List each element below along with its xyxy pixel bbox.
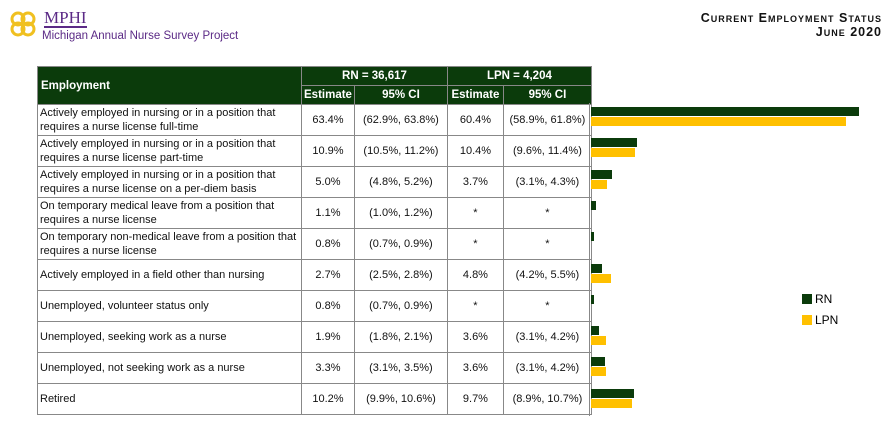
header-lpn-estimate: Estimate [446,85,504,105]
lpn-bar [591,148,635,158]
lpn-estimate: * [446,228,504,260]
rn-bar [591,200,596,210]
rn-ci: (2.5%, 2.8%) [353,259,448,291]
lpn-estimate: * [446,290,504,322]
rn-estimate: 3.3% [301,352,355,384]
rn-estimate: 0.8% [301,290,355,322]
lpn-ci: * [502,290,592,322]
lpn-ci: * [502,197,592,229]
employment-table: Employment RN = 36,617 LPN = 4,204 Estim… [37,66,592,415]
lpn-ci: (58.9%, 61.8%) [502,104,592,136]
rn-bar [591,326,600,336]
rn-estimate: 2.7% [301,259,355,291]
logo-subtitle: Michigan Annual Nurse Survey Project [42,30,239,42]
lpn-ci: (9.6%, 11.4%) [502,135,592,167]
lpn-estimate: 4.8% [446,259,504,291]
row-label: Retired [37,383,302,415]
rn-ci: (3.1%, 3.5%) [353,352,448,384]
lpn-estimate: * [446,197,504,229]
title-line1: Current Employment Status [700,11,882,25]
rn-bar [591,169,613,179]
logo-knot-icon [10,11,36,37]
rn-bar [591,138,638,148]
legend-swatch-lpn [802,314,812,325]
legend: RN LPN [802,288,838,330]
rn-ci: (1.0%, 1.2%) [353,197,448,229]
rn-bar [591,388,635,398]
rn-bar [591,263,603,273]
row-label: Unemployed, seeking work as a nurse [37,321,302,353]
rn-bar [591,357,605,367]
rn-ci: (9.9%, 10.6%) [353,383,448,415]
lpn-bar [591,367,607,377]
lpn-ci: (8.9%, 10.7%) [502,383,592,415]
header-lpn: LPN = 4,204 [446,66,592,86]
lpn-estimate: 9.7% [446,383,504,415]
rn-ci: (62.9%, 63.8%) [353,104,448,136]
header-employment: Employment [37,66,302,105]
row-label: Unemployed, volunteer status only [37,290,302,322]
lpn-bar [591,336,607,346]
rn-bar [591,294,595,304]
row-label: Actively employed in nursing or in a pos… [37,104,302,136]
rn-bar [591,232,595,242]
header-rn: RN = 36,617 [301,66,448,86]
table-row: Unemployed, seeking work as a nurse 1.9%(… [37,321,592,353]
table-row: Retired 10.2% (9.9%, 10.6%) 9.7% (8.9%, 10.7… [37,383,592,415]
header-lpn-ci: 95% CI [502,85,592,105]
row-label: On temporary non-medical leave from a po… [37,228,302,260]
table-row: Actively employed in a field other than … [37,259,592,291]
rn-bar [591,107,860,116]
lpn-ci: * [502,228,592,260]
lpn-ci: (4.2%, 5.5%) [502,259,592,291]
lpn-estimate: 3.6% [446,352,504,384]
header-rn-ci: 95% CI [353,85,448,105]
table-row: Actively employed in nursing or in a pos… [37,135,592,167]
legend-swatch-rn [802,293,812,304]
table-row: Actively employed in nursing or in a pos… [37,104,592,136]
rn-ci: (4.8%, 5.2%) [353,166,448,198]
table-row: On temporary non-medical leave from a po… [37,228,592,260]
legend-label-rn: RN [815,291,833,306]
lpn-ci: (3.1%, 4.2%) [502,352,592,384]
rn-estimate: 63.4% [301,104,355,136]
table-row: Unemployed, not seeking work as a nurse 3… [37,352,592,384]
lpn-bar [591,273,612,283]
table-row: On temporary medical leave from a positi… [37,197,592,229]
lpn-estimate: 3.6% [446,321,504,353]
rn-ci: (10.5%, 11.2%) [353,135,448,167]
table-row: Unemployed, volunteer status only 0.8% (0.… [37,290,592,322]
header-rn-estimate: Estimate [301,85,355,105]
legend-label-lpn: LPN [815,312,839,327]
row-label: On temporary medical leave from a positi… [37,197,302,229]
rn-ci: (0.7%, 0.9%) [353,228,448,260]
lpn-bar [591,179,607,189]
row-label: Unemployed, not seeking work as a nurse [37,352,302,384]
page-title: Current Employment Status June 2020 [701,11,882,39]
table-row: Actively employed in nursing or in a pos… [37,166,592,198]
title-line2: June 2020 [815,25,882,39]
row-label: Actively employed in a field other than … [37,259,302,291]
legend-item-rn: RN [802,288,838,309]
lpn-estimate: 10.4% [446,135,504,167]
rn-ci: (0.7%, 0.9%) [353,290,448,322]
logo-name: MPHI [44,8,87,28]
rn-estimate: 10.9% [301,135,355,167]
row-label: Actively employed in nursing or in a pos… [37,166,302,198]
rn-estimate: 1.9% [301,321,355,353]
lpn-ci: (3.1%, 4.2%) [502,321,592,353]
lpn-bar [591,398,633,408]
lpn-ci: (3.1%, 4.3%) [502,166,592,198]
rn-estimate: 5.0% [301,166,355,198]
lpn-bar [591,117,847,126]
rn-estimate: 0.8% [301,228,355,260]
lpn-estimate: 3.7% [446,166,504,198]
lpn-estimate: 60.4% [446,104,504,136]
legend-item-lpn: LPN [802,309,838,330]
rn-estimate: 10.2% [301,383,355,415]
rn-estimate: 1.1% [301,197,355,229]
bar-chart [589,103,890,416]
rn-ci: (1.8%, 2.1%) [353,321,448,353]
row-label: Actively employed in nursing or in a pos… [37,135,302,167]
